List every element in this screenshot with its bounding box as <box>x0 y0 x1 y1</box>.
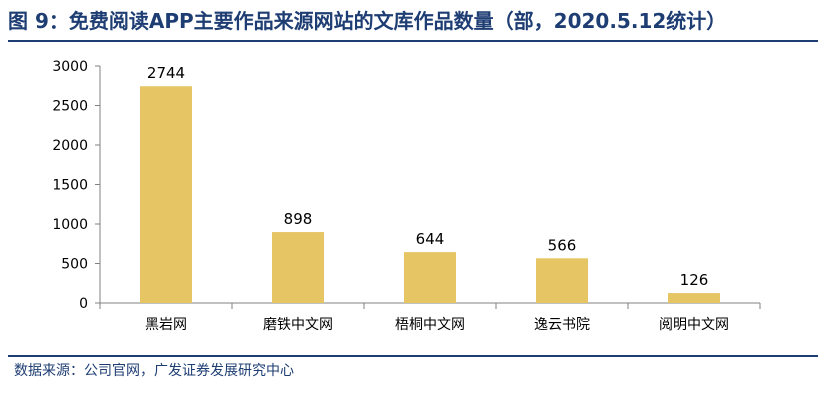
y-tick-label: 1500 <box>52 178 88 194</box>
category-label: 黑岩网 <box>145 317 187 333</box>
y-tick-label: 3000 <box>52 59 88 75</box>
y-tick-label: 2500 <box>52 99 88 115</box>
y-tick-label: 500 <box>61 257 88 273</box>
data-label: 566 <box>548 236 577 254</box>
y-tick-label: 1000 <box>52 217 88 233</box>
y-tick-label: 2000 <box>52 138 88 154</box>
bar <box>404 252 456 303</box>
bars <box>140 86 720 303</box>
category-label: 梧桐中文网 <box>395 317 465 333</box>
data-labels: 2744 898 644 566 126 <box>147 64 708 289</box>
data-label: 126 <box>680 271 709 289</box>
category-label: 逸云书院 <box>534 317 590 333</box>
bar <box>140 86 192 303</box>
x-axis <box>99 302 761 309</box>
y-tick-label: 0 <box>79 296 88 312</box>
bar <box>536 258 588 303</box>
bar-chart: 0 500 1000 1500 2000 2500 3000 2744 898 644 566 12… <box>52 59 761 333</box>
data-label: 2744 <box>147 64 185 82</box>
data-label: 644 <box>416 230 445 248</box>
figure-title: 图 9：免费阅读APP主要作品来源网站的文库作品数量（部，2020.5.12统计… <box>8 9 727 33</box>
y-axis: 0 500 1000 1500 2000 2500 3000 <box>52 59 101 312</box>
source-divider <box>8 355 818 357</box>
category-label: 磨铁中文网 <box>263 317 333 333</box>
bar <box>272 232 324 303</box>
source-note: 数据来源：公司官网，广发证券发展研究中心 <box>14 363 294 379</box>
title-divider <box>8 40 818 42</box>
category-label: 阅明中文网 <box>659 317 729 333</box>
bar <box>668 293 720 303</box>
data-label: 898 <box>284 210 313 228</box>
category-labels: 黑岩网 磨铁中文网 梧桐中文网 逸云书院 阅明中文网 <box>145 317 729 333</box>
